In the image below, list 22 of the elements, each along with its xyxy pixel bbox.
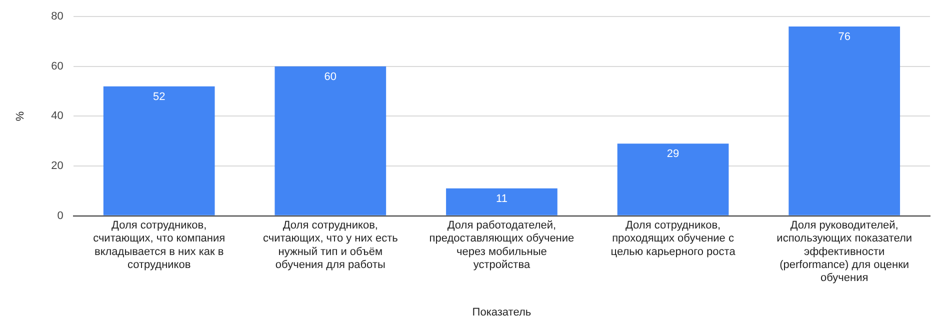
bar (103, 86, 215, 216)
bar (274, 66, 386, 216)
x-tick-label: Доля работодателей, предоставляющих обучение через мобильные устройства (429, 219, 574, 272)
bar (617, 144, 729, 216)
bar (788, 26, 900, 216)
x-tick-label: Доля сотрудников, считающих, что у них есть нужный тип и объём обучения для работы (262, 219, 398, 272)
bar (446, 188, 558, 216)
y-tick-label: 0 (57, 210, 64, 222)
data-label: 29 (666, 148, 680, 160)
x-tick-label: Доля сотрудников, проходящих обучение с целью карьерного роста (610, 219, 736, 258)
x-tick-label: Доля сотрудников, считающих, что компания вкладывается в них как в сотрудников (93, 219, 226, 272)
y-tick-label: 80 (51, 10, 64, 23)
y-axis-title: % (14, 111, 27, 122)
y-tick-label: 20 (51, 160, 64, 172)
data-label: 11 (496, 192, 508, 205)
y-tick-label: 40 (51, 110, 64, 122)
y-tick-label: 60 (51, 60, 64, 72)
x-tick-label: Доля руководителей, использующих показатели эффективности (performance) для оценки обучения (776, 219, 912, 284)
x-axis-title: Показатель (472, 306, 532, 318)
data-label: 76 (838, 31, 850, 44)
data-label: 60 (324, 70, 337, 83)
data-label: 52 (152, 90, 166, 103)
